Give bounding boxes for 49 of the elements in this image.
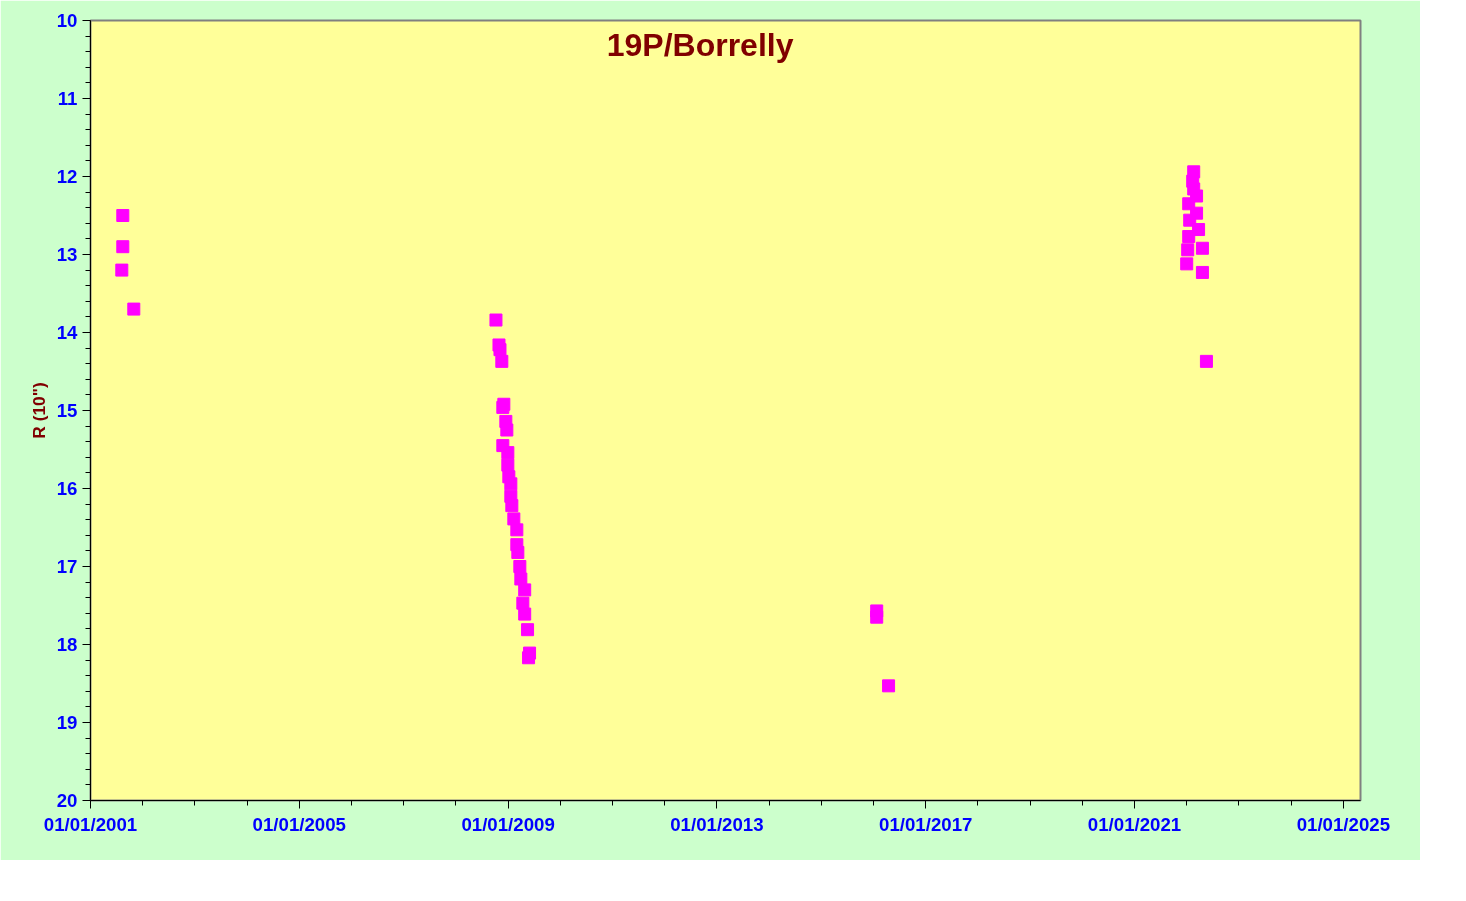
- point: [493, 343, 507, 357]
- y-tick-label: 10: [56, 10, 78, 31]
- point: [1199, 354, 1213, 368]
- y-tick-label: 14: [56, 322, 79, 343]
- x-tick-label: 01/01/2017: [879, 813, 973, 835]
- point: [501, 458, 515, 472]
- point: [1182, 230, 1196, 244]
- point: [127, 302, 141, 316]
- point: [1180, 257, 1194, 271]
- point: [1195, 241, 1209, 255]
- point: [521, 623, 535, 637]
- y-tick-label: 11: [57, 88, 78, 109]
- x-tick-label: 01/01/2001: [43, 813, 138, 835]
- y-tick-label: 19: [56, 712, 78, 733]
- point: [1195, 265, 1209, 279]
- point: [115, 263, 129, 277]
- y-axis-title: R (10"): [28, 382, 49, 439]
- point: [1192, 223, 1206, 237]
- chart-title: 19P/Borrelly: [606, 26, 794, 63]
- point: [1181, 243, 1195, 257]
- x-tick-label: 01/01/2009: [461, 813, 555, 835]
- point: [513, 560, 527, 573]
- y-tick-label: 16: [56, 478, 78, 499]
- point: [870, 610, 884, 624]
- y-tick-label: 13: [56, 244, 78, 265]
- point: [522, 651, 536, 665]
- point: [500, 423, 514, 437]
- point: [504, 477, 518, 491]
- point: [511, 545, 525, 559]
- point: [495, 354, 509, 368]
- point: [882, 679, 896, 693]
- point: [518, 607, 532, 621]
- y-tick-label: 18: [56, 634, 78, 655]
- x-tick-label: 01/01/2005: [252, 813, 346, 835]
- x-tick-label: 01/01/2021: [1087, 813, 1182, 835]
- y-tick-label: 20: [56, 790, 78, 811]
- point: [116, 240, 130, 254]
- point: [501, 446, 515, 460]
- y-tick-label: 12: [56, 166, 78, 187]
- x-tick-label: 01/01/2025: [1296, 813, 1391, 835]
- point: [1183, 213, 1197, 227]
- y-tick-label: 17: [56, 556, 78, 577]
- x-tick-label: 01/01/2013: [670, 813, 764, 835]
- point: [489, 313, 503, 327]
- point: [510, 523, 524, 537]
- point: [116, 209, 130, 222]
- point: [518, 583, 532, 597]
- y-tick-label: 15: [56, 400, 78, 421]
- point: [505, 499, 519, 513]
